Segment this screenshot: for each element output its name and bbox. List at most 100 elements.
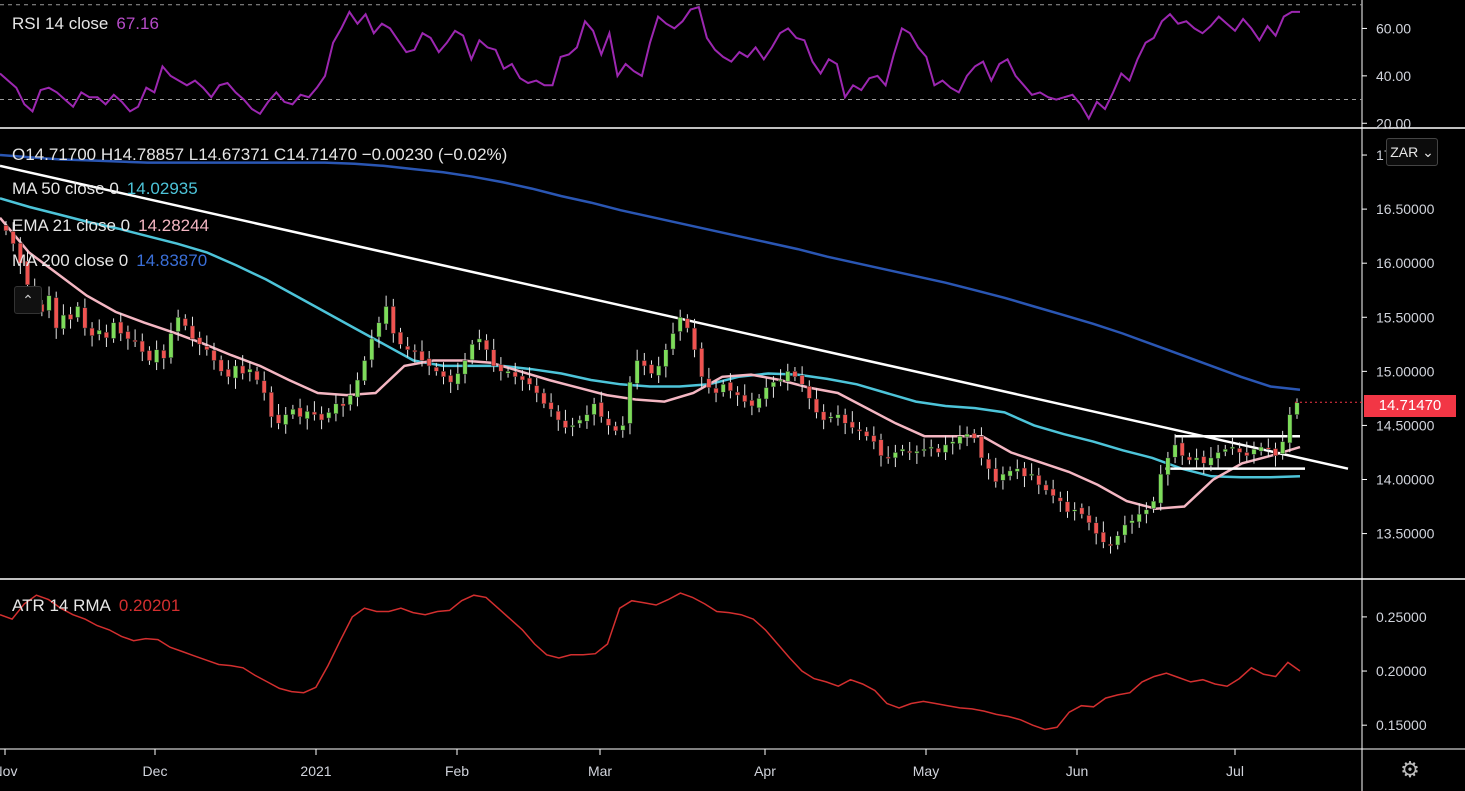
candle-body <box>1280 441 1286 455</box>
candle-body <box>842 414 848 424</box>
candle-body <box>204 346 210 350</box>
candle-body <box>1258 446 1264 452</box>
candle-body <box>935 448 941 453</box>
candle-body <box>319 413 324 421</box>
candle-body <box>340 403 346 407</box>
candle-body <box>376 322 382 338</box>
candle-body <box>326 412 332 419</box>
rsi-line <box>0 5 1300 121</box>
candle-body <box>634 360 640 384</box>
candle-body <box>1215 452 1221 459</box>
candle-body <box>620 425 626 431</box>
candle-body <box>1129 520 1135 524</box>
candle-body <box>290 408 296 415</box>
candle-body <box>799 375 805 385</box>
candle-body <box>814 398 819 413</box>
atr-tick-label: 0.15000 <box>1376 717 1427 733</box>
candle-body <box>1165 457 1171 475</box>
candle-body <box>197 337 203 345</box>
candle-body <box>1036 475 1042 486</box>
candle-body <box>878 439 884 456</box>
atr-tick-label: 0.25000 <box>1376 609 1427 625</box>
time-tick-label: Jul <box>1226 763 1244 779</box>
candle-body <box>849 421 855 428</box>
candle-body <box>885 456 891 459</box>
candle-body <box>670 333 676 350</box>
time-tick-label: Jun <box>1066 763 1089 779</box>
candle-body <box>312 411 317 415</box>
candle-body <box>699 348 705 378</box>
candle-body <box>268 392 274 418</box>
candle-body <box>168 333 174 358</box>
candle-body <box>139 340 145 353</box>
candle-body <box>548 402 554 410</box>
candle-body <box>971 433 977 439</box>
time-tick-label: Nov <box>0 763 17 779</box>
candle-body <box>147 350 152 361</box>
candle-body <box>1158 473 1164 504</box>
candle-body <box>563 420 568 428</box>
candle-body <box>892 452 898 459</box>
candle-body <box>1237 448 1243 453</box>
rsi-tick-label: 60.00 <box>1376 20 1411 36</box>
candle-body <box>1136 513 1142 523</box>
overlay-ema-21-close-0 <box>0 216 1301 510</box>
candle-body <box>1251 448 1257 455</box>
candle-body <box>476 338 482 343</box>
candle-body <box>684 318 690 329</box>
candle-body <box>871 435 877 442</box>
candle-body <box>25 260 30 286</box>
candle-body <box>240 365 246 374</box>
candle-body <box>1093 522 1099 534</box>
candle-body <box>17 242 23 264</box>
candle-body <box>943 444 948 453</box>
candle-body <box>921 448 927 451</box>
candle-body <box>441 371 446 378</box>
candle-body <box>1273 448 1278 456</box>
candle-body <box>749 400 755 407</box>
candle-body <box>720 384 726 393</box>
candle-body <box>857 429 862 432</box>
candle-body <box>1079 507 1085 515</box>
candle-body <box>1007 470 1013 477</box>
rsi-tick-label: 40.00 <box>1376 68 1411 84</box>
candle-body <box>1000 473 1006 481</box>
candle-body <box>369 338 375 361</box>
candle-body <box>1050 488 1056 496</box>
candle-body <box>125 331 131 340</box>
candle-body <box>1287 414 1293 444</box>
candle-body <box>96 329 102 335</box>
price-tick-label: 16.50000 <box>1376 201 1435 217</box>
candle-body <box>771 381 776 388</box>
candle-body <box>484 339 489 350</box>
chevron-down-icon: ⌄ <box>1418 144 1434 160</box>
candle-body <box>979 436 984 459</box>
candle-body <box>1230 446 1235 449</box>
candle-body <box>512 371 518 378</box>
chevron-up-icon[interactable]: ⌃ <box>14 286 42 314</box>
candle-body <box>1265 447 1271 450</box>
candle-body <box>900 448 905 452</box>
candle-body <box>527 377 532 385</box>
candle-body <box>3 225 9 231</box>
currency-selector[interactable]: ZAR ⌄ <box>1386 138 1438 166</box>
candle-body <box>964 433 970 438</box>
candle-body <box>469 344 475 361</box>
candle-body <box>785 371 791 382</box>
overlay-ma-200-close-0 <box>0 153 1301 391</box>
candle-body <box>1022 467 1027 477</box>
gear-icon[interactable]: ⚙ <box>1400 757 1420 782</box>
candle-body <box>534 385 540 394</box>
candle-body <box>347 394 353 405</box>
candle-body <box>907 450 913 453</box>
price-tick-label: 14.50000 <box>1376 417 1435 433</box>
candle-body <box>835 414 841 419</box>
candle-body <box>656 365 662 376</box>
candle-body <box>161 350 167 359</box>
time-tick-label: Feb <box>445 763 469 779</box>
candle-body <box>541 392 547 405</box>
candle-body <box>1201 456 1207 464</box>
candle-body <box>53 297 59 329</box>
candle-body <box>828 416 834 419</box>
